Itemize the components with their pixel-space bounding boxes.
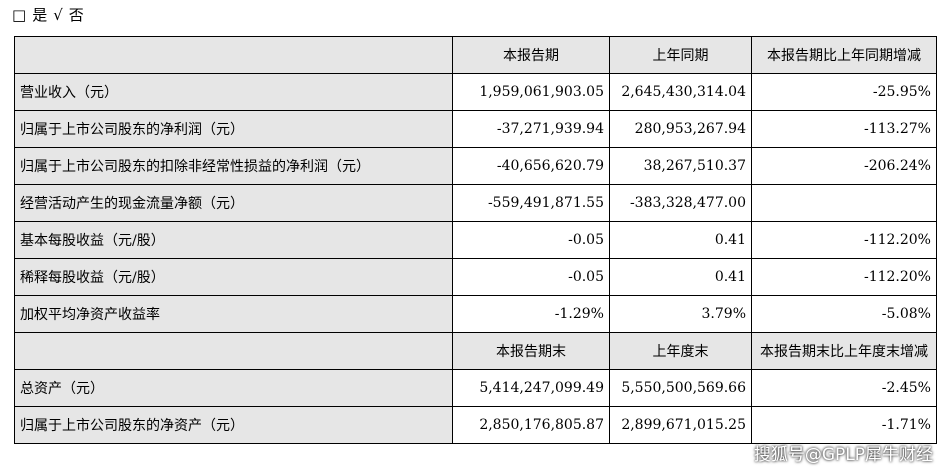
header-blank-cell — [14, 332, 453, 370]
header-row-period: 本报告期 上年同期 本报告期比上年同期增减 — [14, 36, 937, 74]
current-value: -1.29% — [452, 295, 610, 333]
checkbox-icon: □ — [12, 6, 27, 24]
prior-value: 280,953,267.94 — [609, 110, 752, 148]
table-row: 归属于上市公司股东的净资产（元） 2,850,176,805.87 2,899,… — [14, 406, 937, 444]
table-row: 归属于上市公司股东的扣除非经常性损益的净利润（元） -40,656,620.79… — [14, 147, 937, 185]
row-label: 归属于上市公司股东的净利润（元） — [14, 110, 453, 148]
prior-value: 5,550,500,569.66 — [609, 369, 752, 407]
header-row-period-end: 本报告期末 上年度末 本报告期末比上年度末增减 — [14, 332, 937, 370]
row-label: 归属于上市公司股东的扣除非经常性损益的净利润（元） — [14, 147, 453, 185]
prior-value: 3.79% — [609, 295, 752, 333]
prior-value: 38,267,510.37 — [609, 147, 752, 185]
current-value: -40,656,620.79 — [452, 147, 610, 185]
table-row: 加权平均净资产收益率 -1.29% 3.79% -5.08% — [14, 295, 937, 333]
row-label: 稀释每股收益（元/股） — [14, 258, 453, 296]
change-value: -206.24% — [751, 147, 937, 185]
prior-value: 2,899,671,015.25 — [609, 406, 752, 444]
change-value: -113.27% — [751, 110, 937, 148]
current-value: 2,850,176,805.87 — [452, 406, 610, 444]
header-blank-cell — [14, 36, 453, 74]
table-row: 总资产（元） 5,414,247,099.49 5,550,500,569.66… — [14, 369, 937, 407]
change-value: -2.45% — [751, 369, 937, 407]
prior-value: 2,645,430,314.04 — [609, 73, 752, 111]
table-row: 归属于上市公司股东的净利润（元） -37,271,939.94 280,953,… — [14, 110, 937, 148]
current-value: 1,959,061,903.05 — [452, 73, 610, 111]
row-label: 营业收入（元） — [14, 73, 453, 111]
change-value: -5.08% — [751, 295, 937, 333]
header-prior-year-end: 上年度末 — [609, 332, 752, 370]
row-label: 归属于上市公司股东的净资产（元） — [14, 406, 453, 444]
current-value: -0.05 — [452, 221, 610, 259]
current-value: 5,414,247,099.49 — [452, 369, 610, 407]
change-value: -1.71% — [751, 406, 937, 444]
change-value: -112.20% — [751, 258, 937, 296]
change-value: -112.20% — [751, 221, 937, 259]
header-period-change: 本报告期比上年同期增减 — [751, 36, 937, 74]
current-value: -559,491,871.55 — [452, 184, 610, 222]
checkmark-icon: √ — [53, 6, 63, 24]
table-row: 营业收入（元） 1,959,061,903.05 2,645,430,314.0… — [14, 73, 937, 111]
change-value: -25.95% — [751, 73, 937, 111]
table-row: 经营活动产生的现金流量净额（元） -559,491,871.55 -383,32… — [14, 184, 937, 222]
header-current-period: 本报告期 — [452, 36, 610, 74]
change-value — [751, 184, 937, 222]
row-label: 基本每股收益（元/股） — [14, 221, 453, 259]
current-value: -0.05 — [452, 258, 610, 296]
header-current-period-end: 本报告期末 — [452, 332, 610, 370]
source-watermark: 搜狐号@GPLP犀牛财经 — [753, 445, 933, 465]
table-row: 基本每股收益（元/股） -0.05 0.41 -112.20% — [14, 221, 937, 259]
prior-value: 0.41 — [609, 221, 752, 259]
current-value: -37,271,939.94 — [452, 110, 610, 148]
header-period-end-change: 本报告期末比上年度末增减 — [751, 332, 937, 370]
financial-data-table: 本报告期 上年同期 本报告期比上年同期增减 营业收入（元） 1,959,061,… — [14, 36, 937, 444]
header-prior-year-period: 上年同期 — [609, 36, 752, 74]
row-label: 经营活动产生的现金流量净额（元） — [14, 184, 453, 222]
table-row: 稀释每股收益（元/股） -0.05 0.41 -112.20% — [14, 258, 937, 296]
row-label: 加权平均净资产收益率 — [14, 295, 453, 333]
no-option-label: 否 — [68, 6, 84, 24]
row-label: 总资产（元） — [14, 369, 453, 407]
applicability-checkline: □ 是 √ 否 — [12, 6, 90, 24]
yes-option-label: 是 — [32, 6, 48, 24]
prior-value: 0.41 — [609, 258, 752, 296]
prior-value: -383,328,477.00 — [609, 184, 752, 222]
